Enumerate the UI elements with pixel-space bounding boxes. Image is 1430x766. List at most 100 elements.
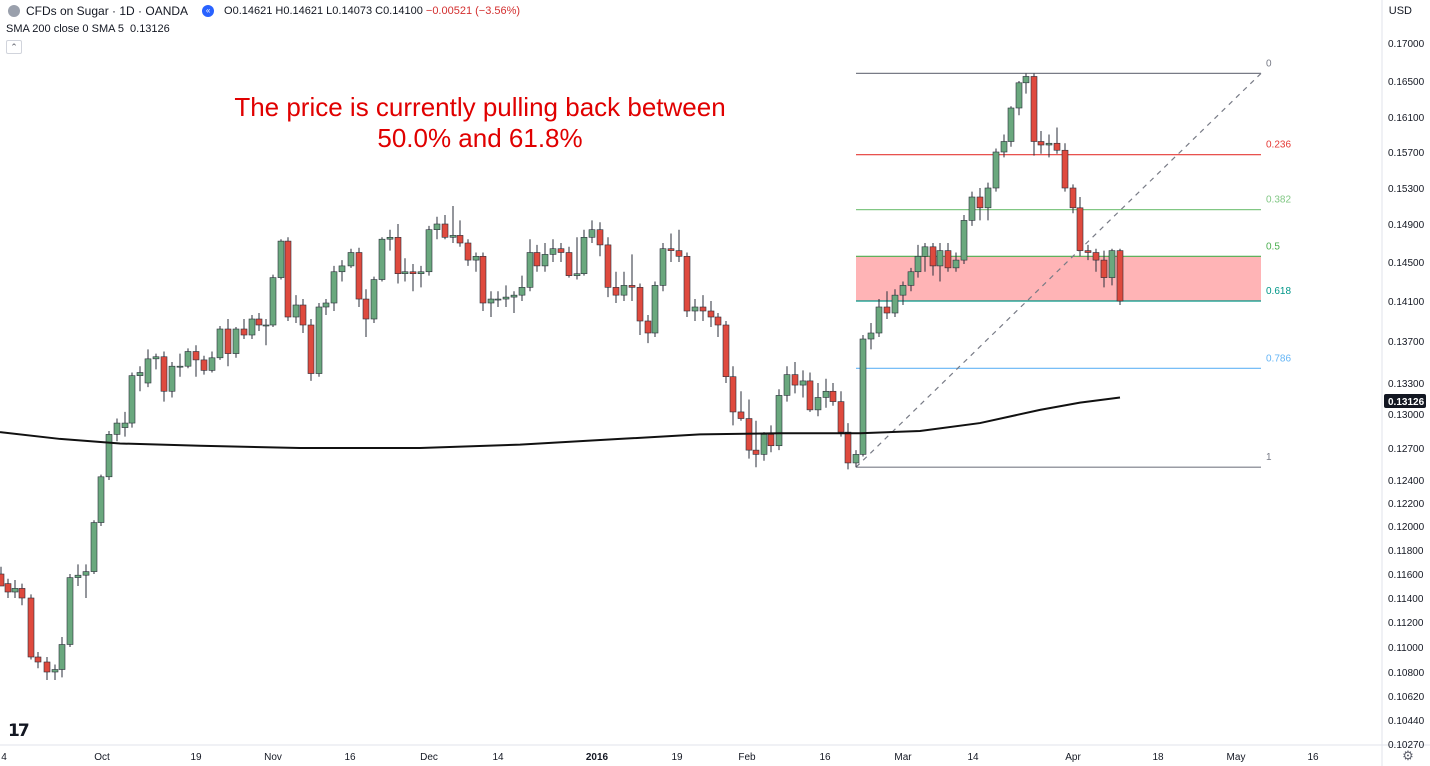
candle-body — [1022, 76, 1030, 84]
candle-body — [1037, 141, 1045, 146]
candle-body — [580, 237, 588, 275]
time-tick-label: Mar — [894, 752, 912, 763]
candle-body — [322, 302, 330, 308]
time-tick-label: 2016 — [586, 752, 609, 763]
time-tick-label: 18 — [1152, 752, 1164, 763]
candle-body — [90, 522, 98, 572]
candle-body — [588, 229, 596, 238]
time-tick-label: Apr — [1065, 752, 1081, 763]
time-tick-label: 19 — [190, 752, 202, 763]
candle-body — [518, 287, 526, 296]
candle-body — [269, 277, 277, 326]
fib-zone-fill — [856, 256, 1261, 301]
candle-body — [806, 380, 814, 411]
candle-body — [707, 310, 715, 318]
candle-body — [136, 372, 144, 376]
chart-annotation[interactable]: The price is currently pulling back betw… — [190, 92, 770, 154]
candle-body — [992, 151, 1000, 189]
price-tick-label: 0.10800 — [1388, 668, 1425, 679]
change-text: −0.00521 (−3.56%) — [425, 5, 521, 17]
candle-body — [644, 320, 652, 334]
candle-body — [494, 298, 502, 301]
collapse-legend-button[interactable]: ⌃ — [6, 40, 22, 54]
candle-body — [4, 583, 12, 593]
candle-body — [752, 449, 760, 455]
candle-body — [277, 240, 285, 278]
gear-icon[interactable]: ⚙ — [1402, 748, 1414, 763]
candle-body — [216, 328, 224, 359]
candle-body — [378, 238, 386, 280]
candle-body — [456, 235, 464, 244]
candle-body — [691, 306, 699, 312]
candle-body — [386, 237, 394, 240]
candle-body — [330, 271, 338, 304]
last-price-badge — [1384, 393, 1426, 408]
candle-body — [541, 254, 549, 267]
indicator-legend[interactable]: SMA 200 close 0 SMA 5 0.13126 — [6, 22, 170, 36]
candle-body — [307, 324, 315, 374]
candle-body — [968, 196, 976, 221]
candle-body — [620, 285, 628, 296]
candle-body — [1053, 142, 1061, 151]
candle-body — [791, 374, 799, 386]
candle-body — [262, 324, 270, 327]
candle-body — [628, 285, 636, 288]
time-tick-label: 14 — [492, 752, 504, 763]
candle-body — [394, 237, 402, 275]
candle-body — [944, 250, 952, 269]
candle-body — [224, 328, 232, 354]
currency-selector[interactable]: USD — [1388, 5, 1412, 17]
price-tick-label: 0.11800 — [1388, 546, 1424, 557]
candle-body — [907, 271, 915, 286]
price-tick-label: 0.13000 — [1388, 410, 1425, 421]
candle-body — [557, 248, 565, 253]
price-tick-label: 0.12200 — [1388, 499, 1425, 510]
candle-body — [867, 332, 875, 340]
candle-body — [573, 273, 581, 276]
price-tick-label: 0.14500 — [1388, 258, 1425, 269]
candle-body — [891, 294, 899, 314]
candle-body — [315, 306, 323, 374]
candle-body — [192, 351, 200, 361]
candle-body — [284, 240, 292, 318]
price-tick-label: 0.11200 — [1388, 618, 1424, 629]
candle-body — [914, 255, 922, 273]
candle-body — [783, 374, 791, 396]
time-tick-label: 16 — [1307, 752, 1319, 763]
candle-body — [338, 265, 346, 273]
candle-body — [449, 235, 457, 238]
indicator-label[interactable]: SMA 200 close 0 SMA 5 — [6, 23, 125, 35]
double-chevron-left-icon[interactable]: « — [202, 5, 215, 17]
time-tick-label: Feb — [738, 752, 756, 763]
candle-body — [799, 380, 807, 386]
candle-body — [43, 661, 51, 673]
time-tick-label: 16 — [344, 752, 356, 763]
candle-body — [1000, 141, 1008, 153]
time-tick-label: May — [1227, 752, 1246, 763]
candle-body — [699, 306, 707, 312]
candle-body — [433, 223, 441, 230]
candle-body — [1100, 259, 1108, 278]
candle-body — [1108, 250, 1116, 278]
candle-body — [526, 252, 534, 288]
price-tick-label: 0.11400 — [1388, 594, 1424, 605]
tradingview-logo[interactable]: 17 — [8, 721, 30, 741]
candle-body — [510, 294, 518, 298]
candle-body — [27, 597, 35, 658]
candle-body — [1030, 76, 1038, 142]
candle-body — [984, 187, 992, 209]
candle-body — [97, 476, 105, 523]
fib-level-label: 0.236 — [1266, 140, 1291, 151]
price-tick-label: 0.11000 — [1388, 643, 1424, 654]
candle-body — [417, 271, 425, 274]
price-tick-label: 0.10440 — [1388, 716, 1425, 727]
candle-body — [152, 356, 160, 360]
symbol-title[interactable]: CFDs on Sugar · 1D · OANDA — [26, 4, 189, 18]
fib-level-label: 0.786 — [1266, 353, 1291, 364]
candle-body — [814, 397, 822, 411]
candle-body — [0, 573, 5, 587]
candle-body — [51, 669, 59, 673]
candle-body — [160, 356, 168, 392]
